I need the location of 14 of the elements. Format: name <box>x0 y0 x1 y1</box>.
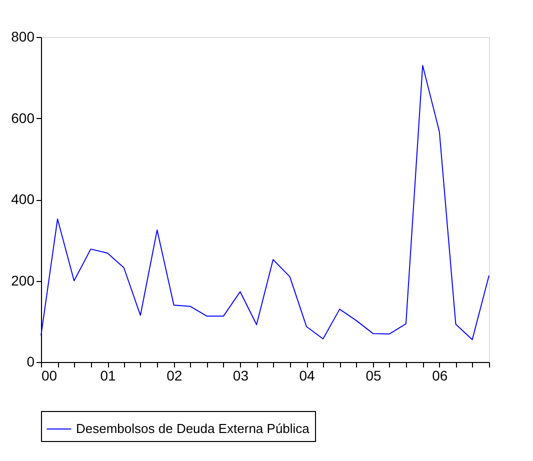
x-tick-label: 04 <box>299 368 316 384</box>
y-tick-label: 800 <box>11 28 35 44</box>
y-tick-label: 200 <box>11 272 35 288</box>
y-tick-label: 600 <box>11 110 35 126</box>
line-series <box>40 64 490 340</box>
legend-label: Desembolsos de Deuda Externa Pública <box>76 421 310 436</box>
y-tick-label: 0 <box>26 354 35 370</box>
y-tick-label: 400 <box>11 191 35 207</box>
x-tick-label: 05 <box>366 368 382 384</box>
x-tick-label: 03 <box>232 368 249 384</box>
x-tick-label: 00 <box>42 368 58 384</box>
x-tick-label: 01 <box>100 368 116 384</box>
x-tick-label: 06 <box>432 368 448 384</box>
x-tick-label: 02 <box>166 368 182 384</box>
